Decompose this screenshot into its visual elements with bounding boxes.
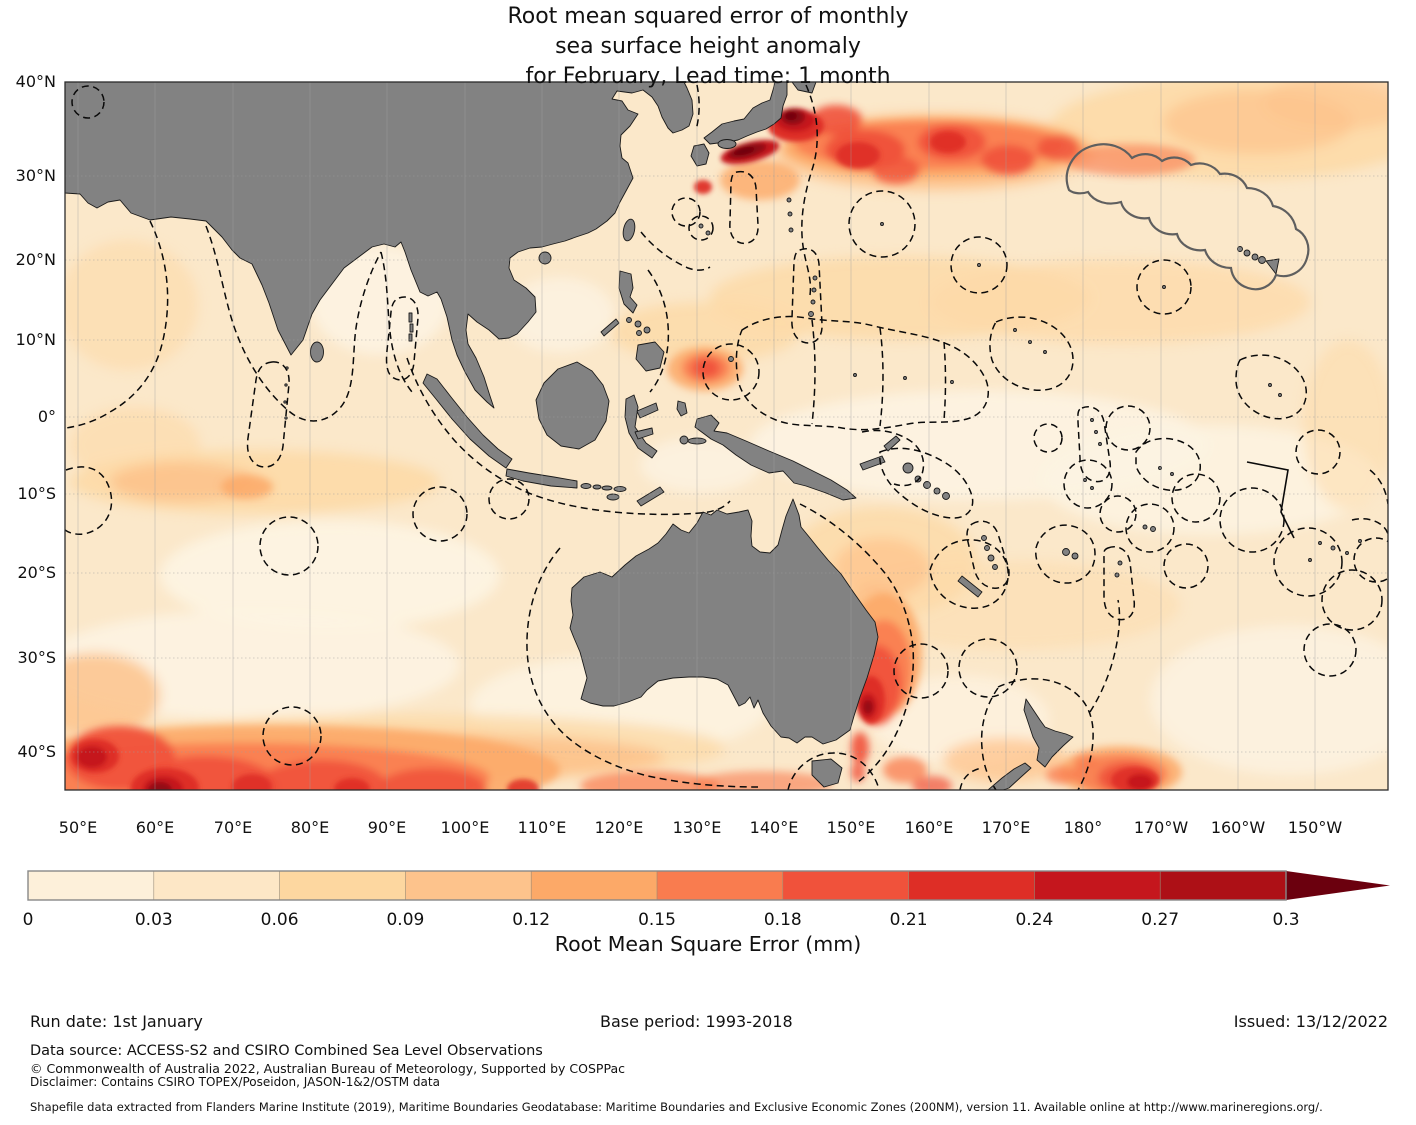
lon-tick-label: 110°E [517, 818, 567, 837]
lon-tick-label: 120°E [594, 818, 644, 837]
lat-tick-label: 40°S [17, 742, 56, 761]
copyright-text: © Commonwealth of Australia 2022, Austra… [30, 1061, 625, 1076]
lat-tick-label: 10°N [15, 330, 56, 349]
figure-title: Root mean squared error of monthly sea s… [0, 2, 1416, 92]
run-date-text: Run date: 1st January [30, 1012, 203, 1031]
landmass-new-caledonia [957, 575, 983, 598]
lon-tick-label: 60°E [135, 818, 175, 837]
lon-tick-label: 90°E [367, 818, 407, 837]
solid-boundaries [1065, 143, 1310, 539]
colorbar-segment [908, 870, 1036, 901]
lon-tick-label: 100°E [440, 818, 490, 837]
colorbar-tick-label: 0.3 [1272, 910, 1299, 930]
lon-tick-label: 150°E [826, 818, 876, 837]
graticule [65, 82, 1388, 790]
colorbar-segments [27, 870, 1287, 901]
colorbar-segment [153, 870, 281, 901]
rmse-field-soft [65, 82, 1388, 782]
lon-tick-label: 80°E [290, 818, 330, 837]
landmasses [65, 82, 1362, 790]
eez-boundaries [65, 84, 1388, 790]
landmass-borneo [535, 361, 610, 450]
colorbar-tick-label: 0.09 [386, 910, 424, 930]
lat-tick-label: 20°S [17, 563, 56, 582]
lat-tick-label: 40°N [15, 72, 56, 91]
colorbar-label: Root Mean Square Error (mm) [554, 932, 862, 956]
lon-tick-label: 170°W [1133, 818, 1189, 837]
landmass-sri-lanka [310, 341, 324, 363]
lon-tick-label: 160°W [1210, 818, 1266, 837]
base-period-text: Base period: 1993-2018 [600, 1012, 793, 1031]
lon-tick-label: 150°W [1287, 818, 1343, 837]
landmass-luzon [618, 270, 638, 314]
colorbar-tick-label: 0.24 [1015, 910, 1053, 930]
landmass-honshu [703, 82, 788, 145]
shapefile-attribution-text: Shapefile data extracted from Flanders M… [30, 1100, 1323, 1114]
landmass-new-guinea [694, 414, 857, 501]
colorbar-tick-label: 0.06 [261, 910, 299, 930]
colorbar-segment [1034, 870, 1162, 901]
issued-date-text: Issued: 13/12/2022 [1233, 1012, 1388, 1031]
title-line-3: for February, Lead time: 1 month [525, 64, 891, 89]
map-frame [64, 81, 1389, 791]
map-canvas [64, 81, 1389, 791]
colorbar-tick-label: 0.15 [638, 910, 676, 930]
landmass-kyushu [690, 143, 710, 167]
latitude-axis: 40°N 30°N 20°N 10°N 0° 10°S 20°S 30°S 40°S [0, 0, 59, 812]
colorbar-tick-label: 0.27 [1141, 910, 1179, 930]
lon-tick-label: 130°E [672, 818, 722, 837]
data-source-text: Data source: ACCESS-S2 and CSIRO Combine… [30, 1043, 543, 1059]
landmass-australia [569, 498, 879, 745]
lat-tick-label: 30°S [17, 648, 56, 667]
lat-tick-label: 20°N [15, 250, 56, 269]
lon-tick-label: 140°E [749, 818, 799, 837]
landmass-taiwan [622, 218, 636, 242]
colorbar-tick-label: 0.12 [512, 910, 550, 930]
colorbar-segment [27, 870, 155, 901]
hawaii-eez-outline [1065, 143, 1310, 291]
landmass-asia [65, 82, 694, 409]
landmass-nz-north-island [1023, 698, 1074, 768]
colorbar-segment [656, 870, 784, 901]
lon-tick-label: 70°E [213, 818, 253, 837]
landmass-java [505, 468, 578, 489]
colorbar-tick-label: 0 [23, 910, 34, 930]
landmass-mindanao [635, 341, 665, 372]
colorbar-border [27, 870, 1287, 901]
landmass-timor [636, 486, 665, 507]
disclaimer-text: Disclaimer: Contains CSIRO TOPEX/Poseido… [30, 1075, 440, 1089]
rmse-field-cores [71, 108, 1159, 790]
colorbar-segment [279, 870, 407, 901]
colorbar: 0 0.03 0.06 0.09 0.12 0.15 0.18 0.21 0.24 0.27 0.3 [23, 870, 1390, 930]
lon-tick-label: 170°E [981, 818, 1031, 837]
colorbar-tick-label: 0.21 [890, 910, 928, 930]
landmass-sulawesi [624, 394, 658, 459]
colorbar-segment [530, 870, 658, 901]
colorbar-tick-label: 0.18 [764, 910, 802, 930]
us-kiribati-boundary [1246, 461, 1295, 539]
colorbar-tick-labels: 0 0.03 0.06 0.09 0.12 0.15 0.18 0.21 0.24 0.27 0.3 [23, 910, 1300, 930]
landmass-tasmania [811, 758, 843, 788]
longitude-axis: 50°E 60°E 70°E 80°E 90°E 100°E 110°E 120°E 130°E… [0, 818, 1416, 844]
colorbar-segment [1159, 870, 1287, 901]
title-line-1: Root mean squared error of monthly [507, 4, 909, 29]
landmass-halmahera [676, 400, 688, 417]
lon-tick-label: 180° [1063, 818, 1103, 837]
lat-tick-label: 30°N [15, 166, 56, 185]
landmass-hainan [538, 251, 552, 265]
colorbar-segment [782, 870, 910, 901]
lat-tick-label: 10°S [17, 484, 56, 503]
landmass-sumatra [422, 373, 513, 469]
lat-tick-label: 0° [37, 407, 56, 426]
lon-tick-label: 50°E [58, 818, 98, 837]
colorbar-extend-arrow [1286, 871, 1390, 900]
colorbar-tick-label: 0.03 [135, 910, 173, 930]
landmass-nz-south-island [987, 762, 1032, 790]
colorbar-segment [405, 870, 532, 901]
title-line-2: sea surface height anomaly [555, 34, 861, 59]
landmass-hokkaido [791, 82, 817, 94]
lon-tick-label: 160°E [904, 818, 954, 837]
landmass-shikoku [717, 139, 737, 149]
